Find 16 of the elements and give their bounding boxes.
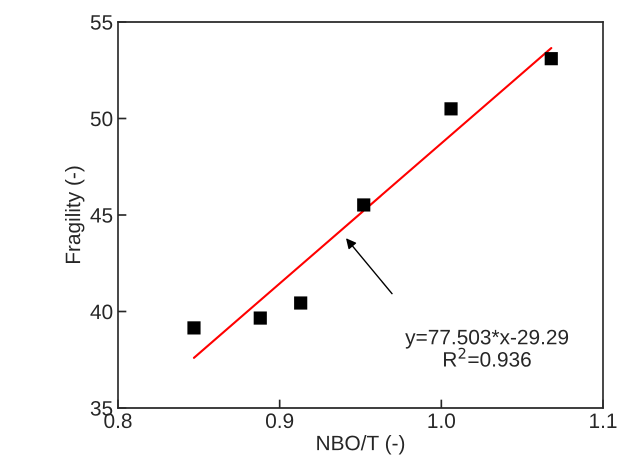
annotation: y=77.503*x-29.29 R$^{2}$=0.936 [405,330,568,367]
y-tick-label: 50 [90,112,112,126]
point [544,52,558,66]
y-tick-label: 55 [90,15,112,30]
point [357,198,370,212]
y-axis-title: Fragility (-) [64,166,84,264]
point [444,102,458,116]
y-tick-label: 40 [90,304,112,320]
y-tick-label: 45 [90,208,112,223]
point [254,311,267,325]
point [187,321,201,334]
point [294,296,308,310]
x-axis-title: NBO/T (-) [317,435,404,454]
x-tick-label: 0.9 [266,413,294,428]
x-tick-label: 1.0 [428,413,455,428]
x-tick-label: 1.1 [590,414,616,428]
